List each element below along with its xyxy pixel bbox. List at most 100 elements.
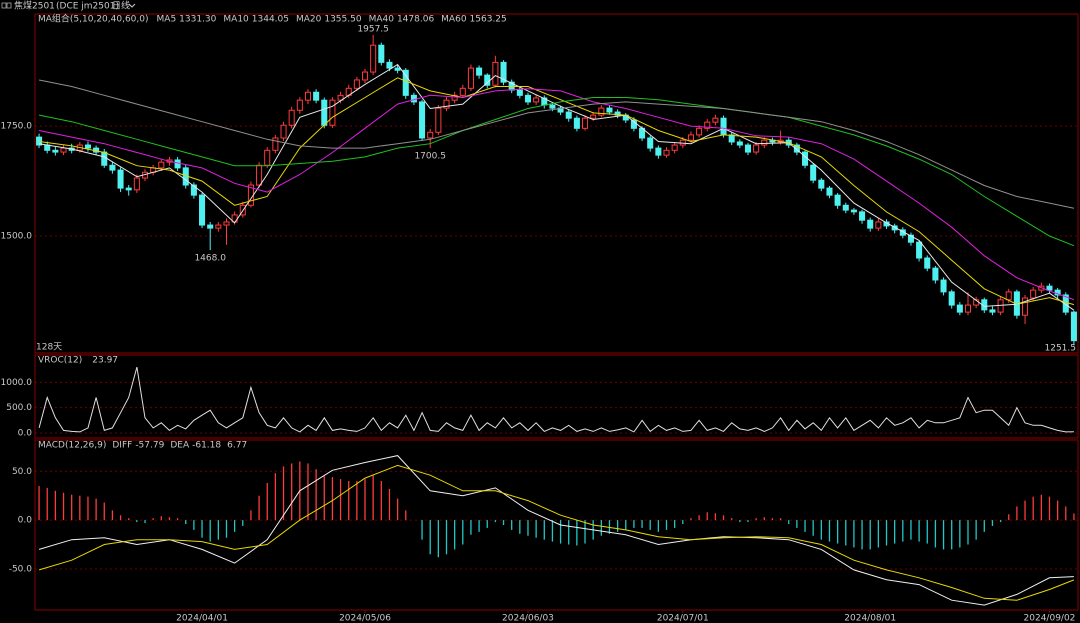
candle-body bbox=[728, 134, 735, 143]
icon bbox=[1, 2, 7, 9]
panel-frame bbox=[34, 439, 1079, 611]
x-tick-label: 2024/07/01 bbox=[657, 614, 709, 623]
period[interactable]: 日线 bbox=[112, 0, 130, 12]
candle-body bbox=[215, 224, 222, 229]
x-tick-label: 2024/05/06 bbox=[339, 614, 391, 623]
candle-body bbox=[272, 137, 279, 151]
legend-name: DEA bbox=[170, 441, 190, 451]
indicator-title: MACD(12,26,9) bbox=[38, 441, 106, 451]
candle-body bbox=[386, 61, 393, 69]
ma-line bbox=[39, 97, 1075, 247]
candle-body bbox=[524, 94, 532, 103]
candle-body bbox=[598, 107, 605, 116]
candle-body bbox=[573, 117, 580, 129]
legend-value: -61.18 bbox=[192, 441, 221, 451]
candle-body bbox=[304, 91, 311, 101]
y-tick-label: 0.0 bbox=[18, 516, 33, 526]
candle-body bbox=[256, 164, 263, 186]
y-tick-label: 500.0 bbox=[6, 403, 32, 413]
candle-body bbox=[810, 164, 817, 181]
candle-body bbox=[361, 71, 369, 81]
candle-body bbox=[337, 94, 344, 101]
candle-body bbox=[419, 101, 426, 139]
candle-body bbox=[288, 109, 295, 126]
candle-body bbox=[52, 149, 59, 153]
legend-name: MA20 bbox=[296, 15, 322, 25]
legend-value: -57.79 bbox=[135, 441, 164, 451]
y-tick-label: 50.0 bbox=[12, 467, 32, 477]
price-annotation: 1251.5 bbox=[1045, 344, 1077, 354]
y-tick-label: 1000.0 bbox=[1, 378, 33, 388]
candle-body bbox=[264, 149, 271, 166]
candle-body bbox=[850, 209, 857, 213]
candle-body bbox=[402, 69, 409, 96]
candle-body bbox=[826, 187, 833, 196]
candle-body bbox=[842, 204, 849, 211]
candle-body bbox=[834, 194, 841, 206]
legend-value: 1331.30 bbox=[179, 15, 216, 25]
candle-body bbox=[158, 161, 165, 169]
candle-body bbox=[1005, 291, 1012, 301]
candle-body bbox=[117, 169, 124, 189]
candle-body bbox=[753, 144, 760, 153]
candle-body bbox=[859, 211, 866, 221]
indicator-value: 23.97 bbox=[92, 356, 118, 366]
candle-body bbox=[964, 304, 972, 313]
legend-value: 1478.06 bbox=[397, 15, 434, 25]
candle-body bbox=[793, 144, 800, 153]
candle-body bbox=[1062, 294, 1069, 313]
panel-frame bbox=[34, 354, 1079, 439]
candle-body bbox=[687, 134, 694, 141]
price-annotation: 1700.5 bbox=[414, 151, 446, 161]
candle-body bbox=[370, 44, 377, 73]
candle-body bbox=[712, 117, 719, 123]
candle-body bbox=[36, 136, 43, 146]
candle-body bbox=[867, 219, 874, 229]
x-tick-label: 2024/09/02 bbox=[1024, 614, 1076, 623]
icon bbox=[6, 2, 12, 9]
candle-body bbox=[321, 99, 328, 126]
macd-line bbox=[38, 464, 1075, 601]
legend-name: DIFF bbox=[112, 441, 132, 451]
candle-body bbox=[199, 194, 206, 226]
dropdown-icon[interactable] bbox=[128, 3, 136, 8]
candle-body bbox=[101, 151, 108, 166]
candle-body bbox=[647, 137, 654, 149]
legend-value: 6.77 bbox=[227, 441, 247, 451]
candle-body bbox=[1030, 289, 1037, 299]
candle-body bbox=[916, 241, 923, 259]
candle-body bbox=[353, 79, 360, 89]
candle-body bbox=[924, 257, 931, 269]
candle-body bbox=[736, 141, 743, 146]
price-annotation: 1957.5 bbox=[357, 24, 389, 34]
candle-body bbox=[1046, 285, 1053, 291]
ma-line bbox=[39, 79, 1075, 209]
candle-body bbox=[109, 164, 116, 171]
ma-line bbox=[39, 63, 1075, 311]
candle-body bbox=[997, 299, 1004, 313]
candle-body bbox=[989, 309, 996, 313]
candle-body bbox=[802, 151, 809, 166]
symbol[interactable]: 焦煤2501 bbox=[14, 0, 55, 12]
candle-body bbox=[207, 224, 214, 229]
y-tick-label: 1500.0 bbox=[1, 232, 33, 242]
y-tick-label: -50.0 bbox=[9, 564, 33, 574]
candle-body bbox=[744, 144, 752, 153]
candle-body bbox=[394, 67, 401, 71]
price-annotation: 1468.0 bbox=[194, 254, 226, 264]
candle-body bbox=[948, 291, 955, 306]
candle-body bbox=[663, 149, 670, 156]
legend-value: 1563.25 bbox=[470, 15, 507, 25]
candle-body bbox=[1070, 311, 1077, 342]
candle-body bbox=[500, 61, 507, 83]
macd-line bbox=[38, 455, 1074, 606]
candle-body bbox=[761, 139, 768, 146]
candle-body bbox=[932, 267, 939, 281]
x-tick-label: 2024/06/03 bbox=[502, 614, 554, 623]
candle-body bbox=[606, 107, 613, 113]
candle-body bbox=[467, 67, 474, 89]
y-tick-label: 1750.0 bbox=[1, 122, 33, 132]
